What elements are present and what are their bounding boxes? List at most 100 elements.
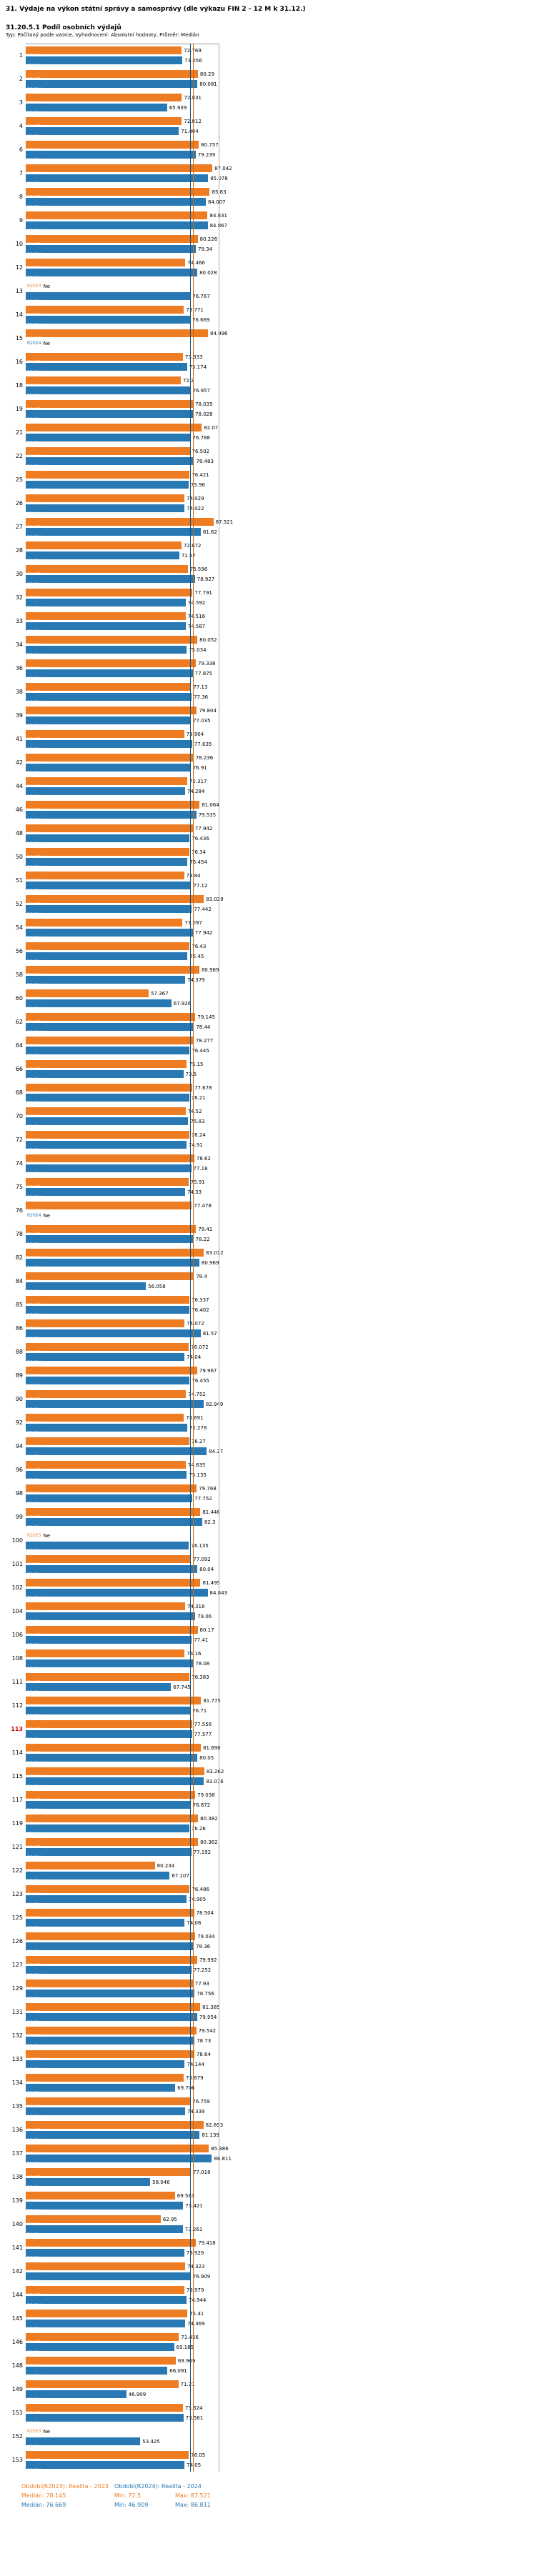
row-number: 42 bbox=[15, 759, 23, 766]
series-label: R2024 bbox=[27, 2468, 41, 2473]
bar-line-r2023: R2023 82.893 bbox=[26, 2120, 536, 2133]
bar-r2023: R2023 bbox=[26, 1319, 185, 1332]
bar-value: 71.21 bbox=[180, 2381, 195, 2387]
chart-row: 151R202373.324 R2024 73.561 bbox=[4, 2401, 536, 2426]
bar-r2023: R2023 bbox=[26, 1555, 192, 1567]
bar-value: 75.91 bbox=[190, 1179, 205, 1185]
bar-r2024: R2024 bbox=[26, 811, 197, 823]
series-label: R2023 bbox=[26, 2245, 41, 2252]
series-label: R2024 bbox=[27, 2397, 41, 2402]
row-bars: R2023 84.831 R2024 84.867 bbox=[26, 211, 536, 234]
bar-value: 73.904 bbox=[186, 731, 204, 737]
min-2023: Min: 72.5 bbox=[114, 2492, 142, 2499]
chart-row: 48R2023 77.942 R2024 76.436 bbox=[4, 822, 536, 847]
row-number: 126 bbox=[11, 1938, 23, 1945]
bar-r2024: R2024 bbox=[26, 1895, 187, 1907]
bar-r2023: R2023 bbox=[26, 2380, 179, 2392]
bar-line-r2023: R2023 74.466 bbox=[26, 258, 536, 271]
series-label: R2024 bbox=[27, 2374, 41, 2379]
row-number: 39 bbox=[15, 712, 23, 719]
bar-r2023: R2023 bbox=[26, 1649, 185, 1662]
row-number: 85 bbox=[15, 1302, 23, 1308]
bar-value: 76.383 bbox=[192, 1674, 209, 1680]
bar-line-r2024: R2024 79.954 bbox=[26, 2012, 536, 2025]
bar-value: 74.52 bbox=[187, 1108, 202, 1114]
series-label: R2024 bbox=[27, 252, 41, 257]
bar-line-r2024: R2024 76.402 bbox=[26, 1305, 536, 1318]
bar-line-r2023: R2023 76.421 bbox=[26, 470, 536, 483]
bar-r2023: R2023 bbox=[26, 1296, 189, 1308]
bar-r2024: R2024 bbox=[26, 1848, 192, 1860]
bar-r2023: R2023 bbox=[26, 2121, 204, 2133]
bar-line-r2024: R2024 80.04 bbox=[26, 1564, 536, 1577]
row-bars: R2023 72.3 R2024 76.857 bbox=[26, 376, 536, 399]
series-label: R2023 bbox=[26, 1254, 41, 1262]
bar-value: 74.16 bbox=[187, 1650, 202, 1657]
bar-line-r2023: R202373.324 bbox=[26, 2403, 536, 2416]
bar-value: 81.495 bbox=[202, 1579, 220, 1586]
bar-r2024: R2024 bbox=[26, 1683, 172, 1695]
row-number: 54 bbox=[15, 924, 23, 931]
bar-line-r2023: R2023 Ne bbox=[26, 2427, 536, 2437]
series-label: R2024 bbox=[27, 653, 41, 658]
bar-value: 84.007 bbox=[208, 199, 226, 205]
row-bars: R2023 83.029 R2024 77.442 bbox=[26, 894, 536, 917]
bar-r2024: R2024 bbox=[26, 1353, 185, 1365]
bar-r2023: R2023 bbox=[26, 919, 183, 931]
no-data-value: Ne bbox=[43, 1212, 50, 1219]
bar-line-r2023: R2023 74.635 bbox=[26, 1460, 536, 1473]
bar-r2024: R2024 bbox=[26, 952, 188, 964]
row-number: 74 bbox=[15, 1160, 23, 1167]
bar-value: 76.43 bbox=[192, 943, 207, 949]
bar-line-r2023: R2023 73.771 bbox=[26, 305, 536, 318]
series-label: R2024 bbox=[27, 1337, 41, 1342]
row-bars: R2023 60.234 R2024 67.107 bbox=[26, 1861, 536, 1884]
bar-r2023: R2023 bbox=[26, 541, 182, 554]
chart-row: 99R2023 81.446 R2024 82.3 bbox=[4, 1505, 536, 1530]
bar-value: 79.41 bbox=[198, 1226, 213, 1232]
row-bars: R2023 73.097 R2024 77.942 bbox=[26, 918, 536, 941]
bar-value: 73.691 bbox=[186, 1414, 204, 1421]
bar-line-r2024: R2024 77.577 bbox=[26, 1729, 536, 1742]
bar-r2023: R2023 bbox=[26, 2333, 179, 2345]
no-data-value: Ne bbox=[43, 2428, 50, 2435]
bar-line-r2024: R2024 77.36 bbox=[26, 692, 536, 705]
bar-value: 72.672 bbox=[184, 542, 202, 549]
row-bars: R2023 80.17 R2024 77.41 bbox=[26, 1625, 536, 1648]
bar-r2023: R2023 bbox=[26, 1178, 189, 1190]
bar-r2024: R2024 bbox=[26, 2249, 184, 2261]
chart-row: 136R2023 82.893 R2024 81.139 bbox=[4, 2118, 536, 2143]
series-label: R2023 bbox=[26, 170, 41, 178]
bar-line-r2024: R2024 76.767 bbox=[26, 291, 536, 304]
series-label: R2024 bbox=[27, 417, 41, 422]
bar-line-r2023: R2023 69.583 bbox=[26, 2191, 536, 2204]
chart-row: 13 R2023 Ne R2024 76.767 bbox=[4, 279, 536, 305]
series-label: R2023 bbox=[26, 547, 41, 555]
row-bars: R2023 83.012 R2024 80.969 bbox=[26, 1248, 536, 1271]
series-label: R2024 bbox=[27, 2256, 41, 2261]
bar-r2024: R2024 bbox=[26, 504, 185, 516]
row-bars: R2023 79.41 R2024 78.22 bbox=[26, 1224, 536, 1247]
bar-value: 78.483 bbox=[196, 458, 214, 464]
bar-r2023: R2023 bbox=[26, 1626, 198, 1638]
bar-line-r2023: R2023 81.495 bbox=[26, 1578, 536, 1591]
chart-row: 72R2023 76.24 R2024 74.91 bbox=[4, 1128, 536, 1153]
bar-value: 74.323 bbox=[187, 2263, 205, 2270]
series-label: R2024 bbox=[27, 276, 41, 281]
bar-value: 46.909 bbox=[128, 2391, 147, 2397]
bar-r2023: R2023 bbox=[26, 1367, 197, 1379]
bar-line-r2023: R2023 78.62 bbox=[26, 1154, 536, 1167]
bar-line-r2024: R2024 73.561 bbox=[26, 2413, 536, 2426]
bar-line-r2023: R2023 76.337 bbox=[26, 1295, 536, 1308]
series-label: R2024 bbox=[27, 1172, 41, 1177]
bar-r2023: R2023 bbox=[26, 730, 184, 742]
bar-r2024: R2024 bbox=[26, 669, 193, 682]
row-number: 112 bbox=[11, 1702, 23, 1709]
bar-line-r2024: R2024 74.339 bbox=[26, 2107, 536, 2120]
bar-value: 77.577 bbox=[194, 1731, 212, 1737]
row-bars: R2023 75.596 R2024 78.927 bbox=[26, 564, 536, 587]
series-label: R2023 bbox=[26, 571, 41, 579]
median-2024: Medián: 76.669 bbox=[21, 2502, 66, 2508]
bar-value: 67.745 bbox=[173, 1684, 191, 1690]
